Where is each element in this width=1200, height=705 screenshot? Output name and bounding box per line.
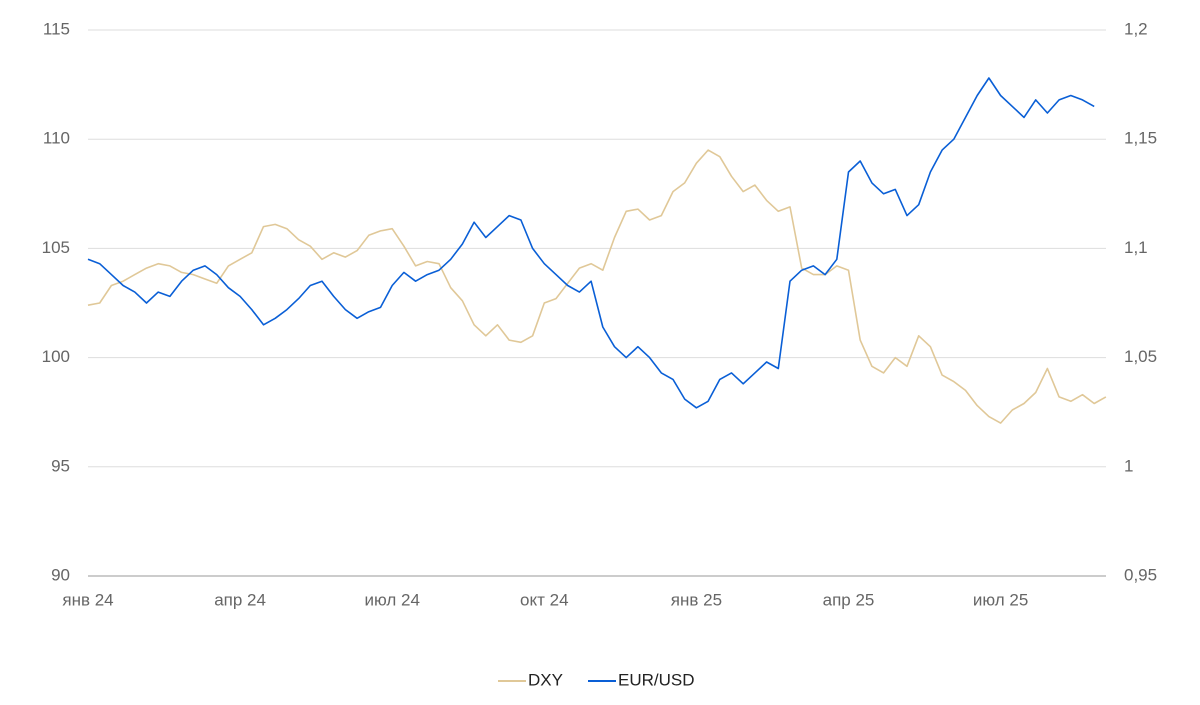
x-tick-label: апр 24 [214, 590, 266, 609]
x-tick-label: июл 24 [364, 590, 419, 609]
x-tick-label: окт 24 [520, 590, 569, 609]
legend-label: DXY [528, 670, 563, 689]
y2-tick-label: 1,15 [1124, 129, 1157, 148]
y2-tick-label: 1 [1124, 456, 1133, 475]
y-tick-label: 110 [43, 129, 70, 148]
y2-tick-label: 1,2 [1124, 19, 1148, 38]
x-tick-label: янв 24 [62, 590, 113, 609]
legend-label: EUR/USD [618, 670, 695, 689]
y2-tick-label: 1,05 [1124, 347, 1157, 366]
y-tick-label: 100 [42, 347, 70, 366]
y-tick-label: 105 [42, 238, 70, 257]
series-line [87, 77, 1095, 409]
y2-tick-label: 1,1 [1124, 238, 1148, 257]
y-tick-label: 115 [43, 19, 70, 38]
y-tick-label: 90 [51, 565, 70, 584]
x-tick-label: апр 25 [823, 590, 875, 609]
series-line [87, 149, 1107, 424]
x-tick-label: июл 25 [973, 590, 1028, 609]
x-tick-label: янв 25 [671, 590, 722, 609]
y2-tick-label: 0,95 [1124, 565, 1157, 584]
y-tick-label: 95 [51, 456, 70, 475]
